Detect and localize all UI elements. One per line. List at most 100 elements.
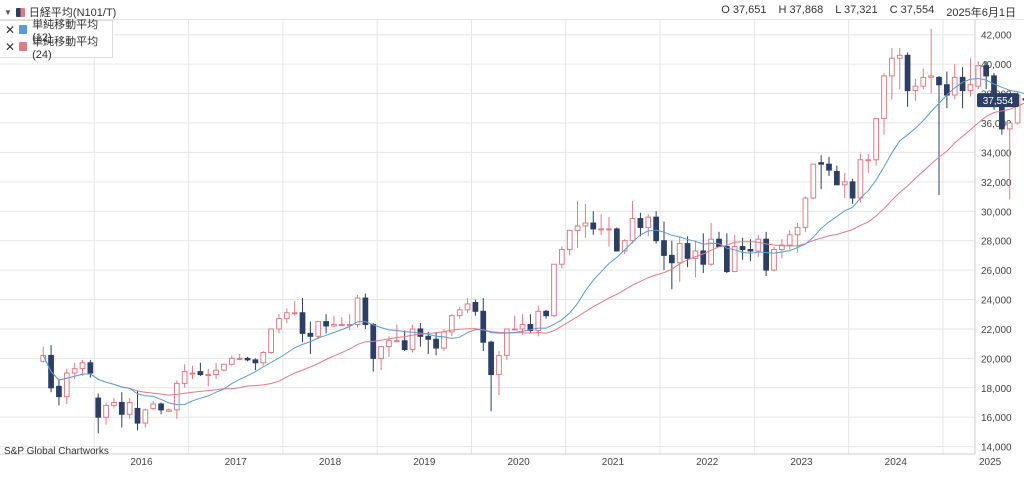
candle-up: [181, 371, 188, 384]
candle-up: [268, 328, 274, 353]
candle-up: [881, 75, 887, 120]
candlestick-chart[interactable]: 14,000 16,000 18,000 20,000 22,000 24,000 26,0…: [0, 20, 1024, 478]
candle-down: [849, 181, 856, 199]
ma24-line: [42, 102, 1024, 396]
candle-down: [543, 310, 549, 317]
candle-down: [818, 162, 825, 165]
candle-down: [527, 324, 534, 331]
candle-down: [95, 397, 102, 418]
candle-up: [755, 238, 762, 252]
candle-up: [236, 357, 243, 360]
y-tick-label: 32,000: [981, 178, 1012, 189]
candle-up: [331, 324, 337, 327]
legend-label: 単純移動平均 (12): [32, 18, 99, 44]
candle-down: [763, 238, 769, 271]
candle-down: [323, 321, 329, 327]
candle-up: [456, 309, 463, 317]
candle-up: [189, 372, 196, 375]
candle-up: [558, 249, 565, 265]
candle-down: [401, 340, 408, 351]
candle-up: [873, 118, 880, 161]
x-tick-label: 2017: [225, 457, 248, 468]
x-tick-label: 2023: [790, 457, 813, 468]
candle-down: [999, 106, 1005, 130]
ma12-color-icon: [19, 25, 28, 34]
candle-down: [433, 338, 439, 349]
candle-up: [464, 303, 471, 311]
candle-up: [103, 404, 109, 418]
candle-up: [126, 402, 133, 415]
candle-up: [865, 159, 872, 162]
candle-up: [692, 250, 699, 259]
chart-credit: S&P Global Chartworks: [4, 446, 109, 457]
legend-label: 単純移動平均 (24): [32, 35, 99, 61]
close-icon[interactable]: ✕: [5, 22, 16, 37]
candle-down: [613, 228, 620, 252]
candle-down: [299, 312, 306, 334]
candle-up: [173, 382, 180, 411]
candle-down: [488, 341, 494, 376]
candle-up: [771, 249, 777, 271]
symbol-color-icon: [15, 7, 25, 17]
candle-up: [889, 57, 895, 77]
ohlc-readout: O 37,651 H 37,868 L 37,321 C 37,554 2025…: [721, 4, 1016, 20]
candle-down: [307, 332, 314, 337]
candle-up: [676, 243, 683, 264]
close-icon[interactable]: ✕: [5, 39, 16, 54]
candle-up: [205, 374, 212, 377]
low-value: L 37,321: [835, 4, 878, 16]
candle-up: [503, 328, 510, 356]
candle-up: [111, 402, 117, 406]
candle-up: [441, 331, 447, 349]
candle-down: [244, 357, 251, 361]
candle-down: [653, 216, 659, 242]
y-tick-label: 22,000: [981, 325, 1012, 336]
candle-up: [928, 75, 935, 78]
y-tick-label: 34,000: [981, 148, 1012, 159]
candle-down: [739, 246, 746, 251]
y-tick-label: 36,000: [981, 119, 1012, 130]
last-price-label: 37,554: [983, 96, 1014, 107]
high-value: H 37,868: [778, 4, 824, 16]
candle-down: [637, 218, 644, 228]
y-tick-label: 14,000: [981, 443, 1012, 454]
candle-up: [574, 225, 581, 231]
candle-up: [338, 324, 345, 327]
candle-up: [315, 321, 322, 337]
candle-up: [63, 372, 70, 398]
symbol-selector[interactable]: ▼ 日経平均(N101/T): [4, 4, 116, 20]
candle-up: [354, 297, 361, 326]
candle-down: [158, 403, 164, 411]
candle-up: [551, 263, 557, 317]
candle-up: [857, 159, 864, 199]
ma12-line: [42, 77, 1024, 406]
candle-down: [87, 362, 94, 374]
candle-down: [134, 407, 141, 424]
y-tick-label: 30,000: [981, 207, 1012, 218]
candle-up: [260, 351, 267, 364]
chevron-down-icon[interactable]: ▼: [4, 7, 12, 17]
candle-up: [283, 312, 290, 320]
x-tick-label: 2022: [696, 457, 719, 468]
candle-down: [904, 54, 911, 92]
candle-up: [142, 409, 149, 424]
x-tick-label: 2021: [602, 457, 625, 468]
candle-down: [834, 171, 840, 186]
candle-up: [1006, 122, 1013, 130]
candle-up: [967, 84, 974, 92]
symbol-label: 日経平均(N101/T): [28, 7, 117, 19]
candle-down: [716, 238, 722, 248]
close-value: C 37,554: [889, 4, 935, 16]
candle-up: [786, 234, 793, 246]
last-price-tag: [977, 93, 1019, 108]
open-value: O 37,651: [721, 4, 767, 16]
candle-up: [409, 328, 416, 351]
candle-down: [700, 250, 707, 265]
candle-down: [472, 301, 479, 312]
candle-down: [747, 249, 754, 252]
candle-up: [598, 228, 604, 231]
candle-up: [794, 226, 801, 236]
candle-up: [519, 324, 526, 330]
legend-item-ma24: ✕ 単純移動平均 (24): [0, 36, 112, 61]
candle-up: [166, 409, 172, 412]
